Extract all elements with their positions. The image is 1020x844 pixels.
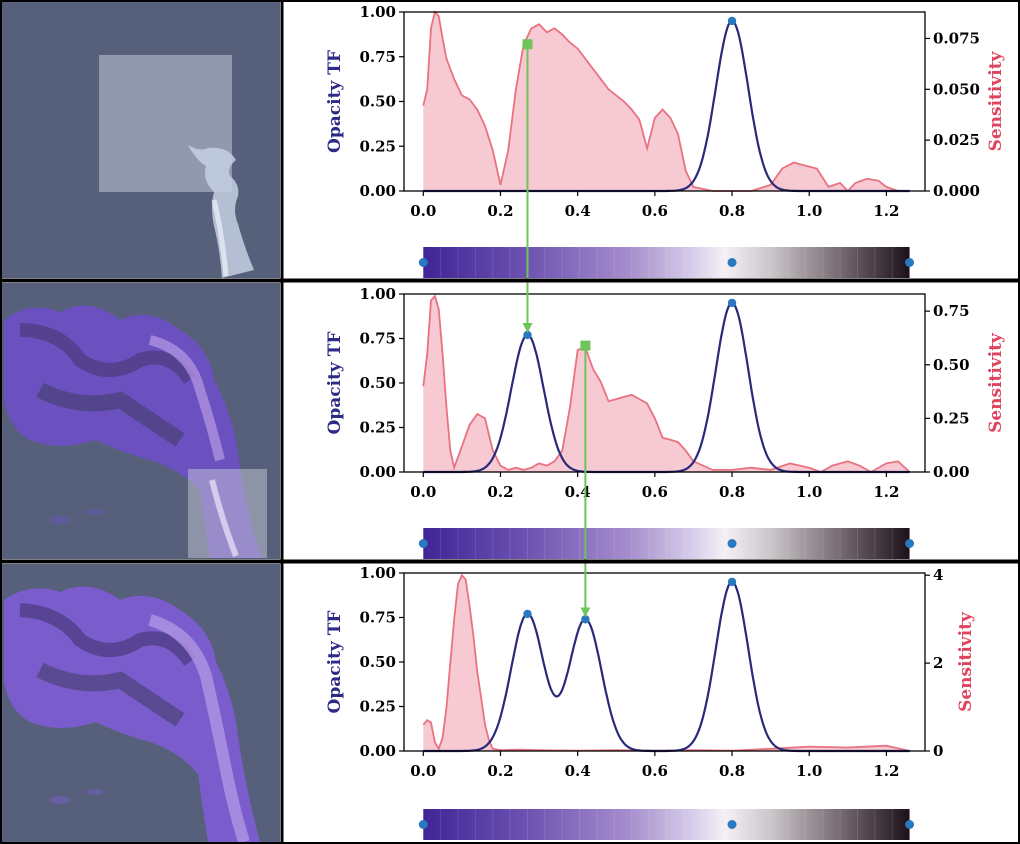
x-tick-label: 1.0 bbox=[796, 483, 822, 501]
sensitivity-line bbox=[422, 573, 910, 752]
color-control-point[interactable] bbox=[418, 258, 428, 267]
x-tick-label: 1.2 bbox=[873, 483, 899, 501]
tf-chart-1: 0.0 0.2 0.4 0.6 0.8 1.0 1.2 0.00 0.25 0.50 0.75 1.0… bbox=[325, 3, 1006, 278]
y-left-tick-label: 0.00 bbox=[359, 463, 396, 481]
x-tick-label: 0.2 bbox=[487, 202, 513, 220]
x-tick-label: 1.2 bbox=[873, 762, 899, 780]
y-right-tick-label: 4 bbox=[933, 566, 943, 584]
y-left-tick-label: 0.25 bbox=[359, 698, 396, 716]
y-left-tick-label: 0.50 bbox=[359, 653, 396, 671]
x-tick-label: 1.2 bbox=[873, 202, 899, 220]
color-control-point[interactable] bbox=[905, 258, 915, 267]
y-right-tick-label: 0.050 bbox=[933, 80, 980, 98]
color-control-point[interactable] bbox=[418, 820, 428, 829]
y-left-tick-label: 0.75 bbox=[359, 48, 396, 66]
y-right-tick-label: 0.50 bbox=[933, 356, 970, 374]
x-tick-label: 0.0 bbox=[410, 762, 436, 780]
y-right-tick-label: 0.00 bbox=[933, 463, 970, 481]
selection-box bbox=[188, 469, 267, 558]
arrow-source-marker bbox=[580, 340, 591, 351]
y-right-tick-label: 2 bbox=[933, 654, 943, 672]
y-left-axis-label: Opacity TF bbox=[325, 50, 345, 153]
y-left-tick-label: 0.25 bbox=[359, 137, 396, 155]
sensitivity-line bbox=[422, 294, 911, 474]
color-map-bar[interactable] bbox=[423, 528, 910, 559]
sensitivity-area bbox=[423, 296, 910, 472]
opacity-control-point[interactable] bbox=[727, 16, 737, 26]
y-left-tick-label: 0.00 bbox=[359, 742, 396, 760]
arrow-source-marker bbox=[522, 39, 533, 50]
color-control-point[interactable] bbox=[418, 539, 428, 548]
x-tick-label: 0.6 bbox=[642, 483, 668, 501]
y-right-axis-label: Sensitivity bbox=[986, 332, 1006, 433]
color-control-point[interactable] bbox=[727, 820, 737, 829]
y-right-tick-label: 0.025 bbox=[933, 131, 980, 149]
y-right-tick-label: 0.25 bbox=[933, 409, 970, 427]
tf-chart-2: 0.0 0.2 0.4 0.6 0.8 1.0 1.2 0.00 0.25 0.50 0.75 1.0… bbox=[325, 285, 1006, 559]
x-tick-label: 0.4 bbox=[565, 483, 591, 501]
x-tick-label: 0.0 bbox=[410, 483, 436, 501]
opacity-tf-line bbox=[423, 580, 910, 753]
y-left-axis-label: Opacity TF bbox=[325, 611, 345, 714]
color-control-point[interactable] bbox=[727, 258, 737, 267]
y-left-tick-label: 0.50 bbox=[359, 93, 396, 111]
y-left-tick-label: 0.50 bbox=[359, 374, 396, 392]
sensitivity-line bbox=[422, 10, 910, 193]
x-tick-label: 0.8 bbox=[719, 202, 745, 220]
smoke-plume bbox=[4, 305, 262, 558]
y-right-tick-label: 0.000 bbox=[933, 182, 980, 200]
x-tick-label: 0.8 bbox=[719, 762, 745, 780]
y-right-tick-label: 0.75 bbox=[933, 302, 970, 320]
render-panel-1 bbox=[2, 2, 280, 278]
link-arrow bbox=[580, 340, 591, 618]
y-left-axis-label: Opacity TF bbox=[325, 332, 345, 435]
x-tick-label: 0.4 bbox=[565, 202, 591, 220]
y-left-tick-label: 0.75 bbox=[359, 609, 396, 627]
x-tick-label: 0.2 bbox=[487, 762, 513, 780]
y-right-axis-label: Sensitivity bbox=[986, 50, 1006, 151]
render-panel-2 bbox=[2, 283, 280, 559]
x-tick-label: 0.6 bbox=[642, 202, 668, 220]
opacity-control-point[interactable] bbox=[523, 330, 532, 340]
opacity-control-point[interactable] bbox=[581, 615, 590, 624]
opacity-control-point[interactable] bbox=[727, 577, 737, 587]
y-left-tick-label: 1.00 bbox=[359, 285, 396, 303]
color-control-point[interactable] bbox=[905, 539, 915, 548]
smoke-plume bbox=[188, 145, 254, 278]
x-tick-label: 0.6 bbox=[642, 762, 668, 780]
y-right-tick-label: 0.075 bbox=[933, 29, 980, 47]
x-tick-label: 1.0 bbox=[796, 202, 822, 220]
y-left-tick-label: 1.00 bbox=[359, 564, 396, 582]
sensitivity-area bbox=[423, 12, 910, 191]
y-left-tick-label: 0.75 bbox=[359, 330, 396, 348]
x-tick-label: 0.8 bbox=[719, 483, 745, 501]
y-right-tick-label: 0 bbox=[933, 742, 943, 760]
color-control-point[interactable] bbox=[905, 820, 915, 829]
color-control-point[interactable] bbox=[727, 539, 737, 548]
color-map-bar[interactable] bbox=[423, 809, 910, 840]
y-right-axis-label: Sensitivity bbox=[956, 611, 976, 712]
tf-chart-3: 0.0 0.2 0.4 0.6 0.8 1.0 1.2 0.00 0.25 0.50 0.75 1.0… bbox=[325, 564, 976, 840]
color-map-bar[interactable] bbox=[423, 247, 910, 278]
x-tick-label: 0.2 bbox=[487, 483, 513, 501]
render-panel-3 bbox=[2, 564, 280, 844]
x-tick-label: 1.0 bbox=[796, 762, 822, 780]
opacity-control-point[interactable] bbox=[523, 609, 532, 619]
y-left-tick-label: 0.25 bbox=[359, 419, 396, 437]
x-tick-label: 0.4 bbox=[565, 762, 591, 780]
y-left-tick-label: 0.00 bbox=[359, 182, 396, 200]
x-tick-label: 0.0 bbox=[410, 202, 436, 220]
y-left-tick-label: 1.00 bbox=[359, 3, 396, 21]
sensitivity-area bbox=[423, 575, 910, 751]
opacity-control-point[interactable] bbox=[727, 298, 737, 308]
